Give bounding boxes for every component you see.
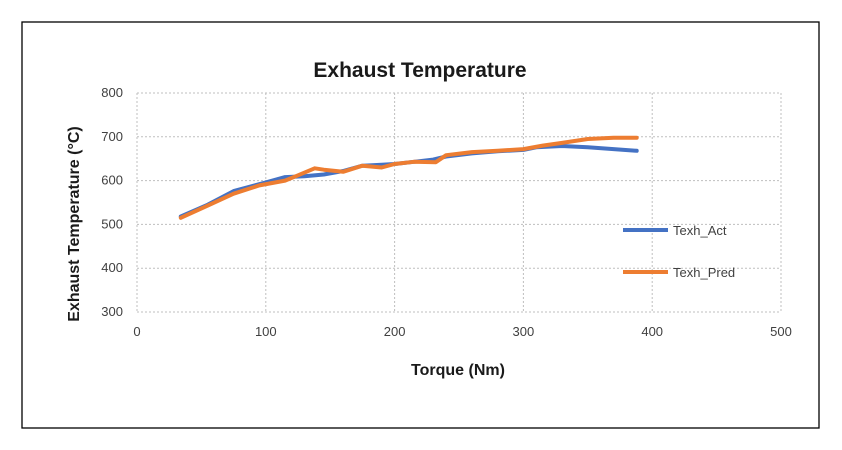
legend-label-texh-act: Texh_Act — [673, 223, 727, 238]
y-tick-label: 700 — [101, 129, 123, 144]
series-line-texh-pred — [178, 135, 639, 220]
y-tick-label: 500 — [101, 216, 123, 231]
x-axis-label: Torque (Nm) — [411, 362, 505, 379]
x-tick-label: 500 — [770, 324, 792, 339]
x-tick-label: 100 — [255, 324, 277, 339]
chart-border — [21, 21, 820, 429]
grid-lines — [136, 92, 782, 313]
legend-label-texh-pred: Texh_Pred — [673, 265, 735, 280]
y-tick-label: 600 — [101, 173, 123, 188]
x-tick-label: 400 — [641, 324, 663, 339]
y-tick-label: 400 — [101, 260, 123, 275]
y-axis-label: Exhaust Temperature (°C) — [66, 126, 83, 321]
y-tick-label: 800 — [101, 85, 123, 100]
x-tick-labels: 0 100 200 300 400 500 — [133, 324, 791, 339]
chart-title: Exhaust Temperature — [313, 59, 526, 82]
x-tick-label: 300 — [513, 324, 535, 339]
series-lines — [178, 135, 639, 220]
legend: Texh_Act Texh_Pred — [623, 223, 735, 280]
y-tick-labels: 300 400 500 600 700 800 — [101, 85, 123, 319]
x-tick-label: 200 — [384, 324, 406, 339]
y-tick-label: 300 — [101, 304, 123, 319]
x-tick-label: 0 — [133, 324, 140, 339]
